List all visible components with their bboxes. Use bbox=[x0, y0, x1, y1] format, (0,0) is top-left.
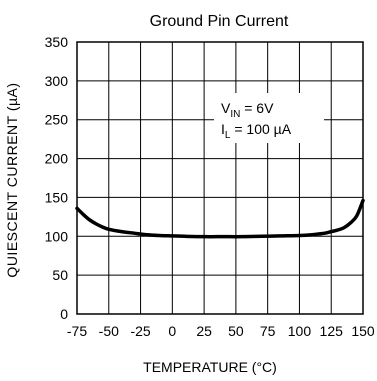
y-tick-label-2: 100 bbox=[45, 228, 69, 244]
x-tick-label-4: 25 bbox=[196, 323, 212, 339]
series-layer bbox=[75, 198, 365, 239]
x-tick-label-6: 75 bbox=[260, 323, 276, 339]
y-axis-label: QUIESCENT CURRENT (µA) bbox=[4, 82, 20, 277]
annotation-il: IL = 100 µA bbox=[221, 121, 292, 141]
annotation-vin-main: V bbox=[221, 100, 231, 116]
y-tick-label-6: 300 bbox=[45, 73, 69, 89]
x-tick-label-0: -75 bbox=[67, 323, 87, 339]
annotation-vin-sub: IN bbox=[230, 109, 240, 120]
y-tick-label-1: 50 bbox=[52, 267, 68, 283]
annotation-vin: VIN = 6V bbox=[221, 100, 274, 120]
annotation-box: VIN = 6V IL = 100 µA bbox=[214, 93, 324, 143]
annotation-il-rest: = 100 µA bbox=[230, 121, 291, 137]
x-tick-label-7: 100 bbox=[288, 323, 312, 339]
annotation-il-main: I bbox=[221, 121, 225, 137]
y-tick-label-0: 0 bbox=[60, 306, 68, 322]
annotation-il-sub: L bbox=[225, 130, 231, 141]
y-tick-label-3: 150 bbox=[45, 189, 69, 205]
series-line-0 bbox=[75, 198, 365, 239]
y-tick-labels: 0 50 100 150 200 250 300 350 bbox=[45, 34, 69, 322]
y-tick-label-4: 200 bbox=[45, 151, 69, 167]
x-tick-labels: -75 -50 -25 0 25 50 75 100 125 150 bbox=[67, 323, 375, 339]
annotation-vin-rest: = 6V bbox=[240, 100, 274, 116]
x-tick-label-2: -25 bbox=[130, 323, 150, 339]
x-axis-label: TEMPERATURE (°C) bbox=[143, 359, 277, 375]
y-tick-label-5: 250 bbox=[45, 112, 69, 128]
y-tick-label-7: 350 bbox=[45, 34, 69, 50]
x-tick-label-5: 50 bbox=[228, 323, 244, 339]
x-tick-label-1: -50 bbox=[99, 323, 119, 339]
x-tick-label-3: 0 bbox=[168, 323, 176, 339]
annotation-background bbox=[214, 93, 324, 143]
plot-border bbox=[76, 41, 364, 315]
x-tick-label-8: 125 bbox=[320, 323, 344, 339]
chart-title: Ground Pin Current bbox=[150, 13, 289, 30]
grid bbox=[76, 41, 364, 315]
x-tick-label-9: 150 bbox=[351, 323, 375, 339]
